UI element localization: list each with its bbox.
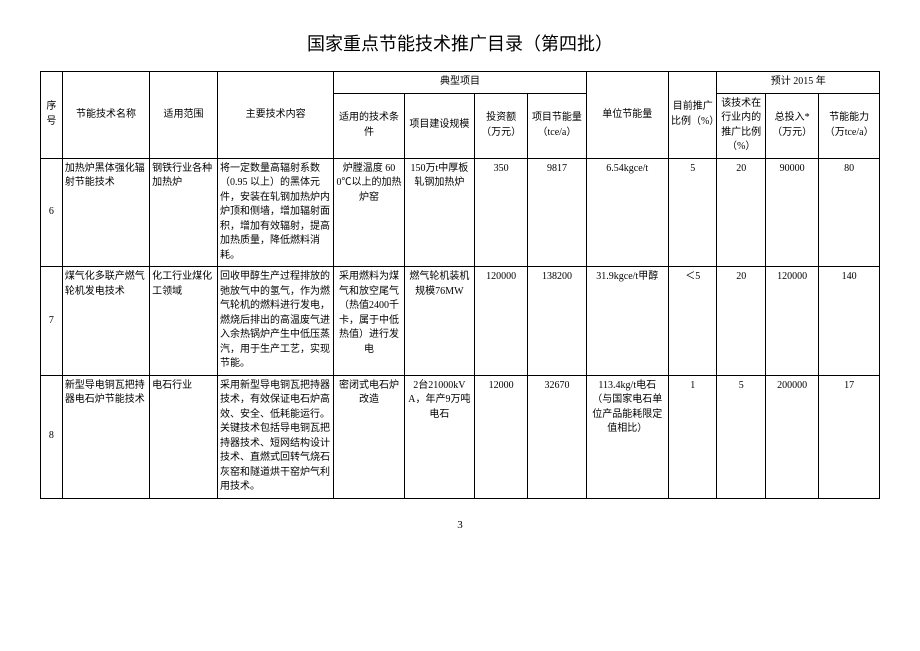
th-scale: 项目建设规模 — [404, 93, 474, 158]
cell-name: 新型导电铜瓦把持器电石炉节能技术 — [62, 375, 149, 498]
table-row: 6 加热炉黑体强化辐射节能技术 钢铁行业各种加热炉 将一定数量高辐射系数（0.9… — [41, 158, 880, 267]
cell-save: 9817 — [528, 158, 586, 267]
cell-cond: 采用燃料为煤气和放空尾气（热值2400千卡，属于中低热值）进行发电 — [334, 267, 404, 376]
cell-total: 120000 — [765, 267, 818, 376]
catalog-table: 序号 节能技术名称 适用范围 主要技术内容 典型项目 单位节能量 目前推广比例（… — [40, 71, 880, 499]
cell-ind: 20 — [717, 158, 765, 267]
cell-num: 6 — [41, 158, 63, 267]
cell-cap: 17 — [819, 375, 880, 498]
cell-total: 90000 — [765, 158, 818, 267]
cell-scope: 化工行业煤化工领域 — [150, 267, 218, 376]
th-seq: 序号 — [41, 72, 63, 159]
table-row: 8 新型导电铜瓦把持器电石炉节能技术 电石行业 采用新型导电铜瓦把持器技术，有效… — [41, 375, 880, 498]
th-cond: 适用的技术条件 — [334, 93, 404, 158]
cell-scale: 2台21000kVA，年产9万吨电石 — [404, 375, 474, 498]
cell-scale: 燃气轮机装机规模76MW — [404, 267, 474, 376]
cell-num: 8 — [41, 375, 63, 498]
cell-scope: 电石行业 — [150, 375, 218, 498]
cell-num: 7 — [41, 267, 63, 376]
cell-save: 32670 — [528, 375, 586, 498]
cell-total: 200000 — [765, 375, 818, 498]
cell-ind: 20 — [717, 267, 765, 376]
page-number: 3 — [40, 519, 880, 531]
cell-name: 加热炉黑体强化辐射节能技术 — [62, 158, 149, 267]
cell-unit: 6.54kgce/t — [586, 158, 668, 267]
th-forecast: 预计 2015 年 — [717, 72, 880, 94]
th-total: 总投入*（万元） — [765, 93, 818, 158]
cell-scale: 150万t中厚板轧钢加热炉 — [404, 158, 474, 267]
cell-cap: 80 — [819, 158, 880, 267]
cell-save: 138200 — [528, 267, 586, 376]
cell-cur: 5 — [668, 158, 716, 267]
th-ind: 该技术在行业内的推广比例（%） — [717, 93, 765, 158]
cell-content: 回收甲醇生产过程排放的弛放气中的氢气，作为燃气轮机的燃料进行发电，燃烧后排出的高… — [217, 267, 333, 376]
th-typical: 典型项目 — [334, 72, 586, 94]
th-content: 主要技术内容 — [217, 72, 333, 159]
cell-name: 煤气化多联产燃气轮机发电技术 — [62, 267, 149, 376]
th-invest: 投资额（万元） — [475, 93, 528, 158]
cell-scope: 钢铁行业各种加热炉 — [150, 158, 218, 267]
cell-ind: 5 — [717, 375, 765, 498]
page-title: 国家重点节能技术推广目录（第四批） — [40, 30, 880, 56]
th-cur: 目前推广比例（%） — [668, 72, 716, 159]
cell-content: 采用新型导电铜瓦把持器技术，有效保证电石炉高效、安全、低耗能运行。关键技术包括导… — [217, 375, 333, 498]
th-name: 节能技术名称 — [62, 72, 149, 159]
cell-unit: 113.4kg/t电石（与国家电石单位产品能耗限定值相比） — [586, 375, 668, 498]
cell-unit: 31.9kgce/t甲醇 — [586, 267, 668, 376]
th-scope: 适用范围 — [150, 72, 218, 159]
th-cap: 节能能力（万tce/a） — [819, 93, 880, 158]
cell-content: 将一定数量高辐射系数（0.95 以上）的黑体元件，安装在轧钢加热炉内炉顶和侧墙，… — [217, 158, 333, 267]
cell-cur: 1 — [668, 375, 716, 498]
cell-cond: 密闭式电石炉改造 — [334, 375, 404, 498]
cell-cur: ＜5 — [668, 267, 716, 376]
table-row: 7 煤气化多联产燃气轮机发电技术 化工行业煤化工领域 回收甲醇生产过程排放的弛放… — [41, 267, 880, 376]
cell-invest: 12000 — [475, 375, 528, 498]
th-unit: 单位节能量 — [586, 72, 668, 159]
cell-invest: 120000 — [475, 267, 528, 376]
cell-invest: 350 — [475, 158, 528, 267]
cell-cap: 140 — [819, 267, 880, 376]
th-save: 项目节能量（tce/a） — [528, 93, 586, 158]
cell-cond: 炉膛温度 600℃以上的加热炉窑 — [334, 158, 404, 267]
